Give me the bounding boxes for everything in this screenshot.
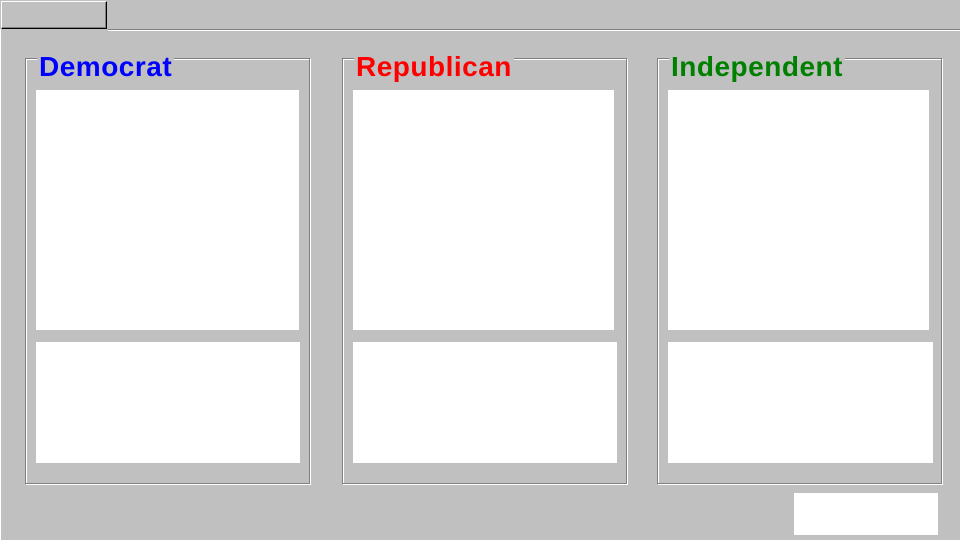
democrat-text-box[interactable] (36, 342, 300, 463)
republican-text-box[interactable] (353, 342, 617, 463)
democrat-list-box[interactable] (36, 90, 299, 330)
top-tab-button[interactable] (1, 1, 107, 29)
group-title-democrat: Democrat (37, 51, 175, 82)
bottom-input-field[interactable] (794, 493, 938, 535)
left-edge-divider (0, 29, 2, 540)
group-democrat: Democrat (25, 52, 310, 484)
group-title-republican: Republican (354, 51, 514, 82)
top-divider (108, 29, 960, 31)
group-independent: Independent (657, 52, 942, 484)
group-republican: Republican (342, 52, 627, 484)
republican-list-box[interactable] (353, 90, 614, 330)
independent-text-box[interactable] (668, 342, 933, 463)
independent-list-box[interactable] (668, 90, 929, 330)
group-title-independent: Independent (669, 51, 845, 82)
